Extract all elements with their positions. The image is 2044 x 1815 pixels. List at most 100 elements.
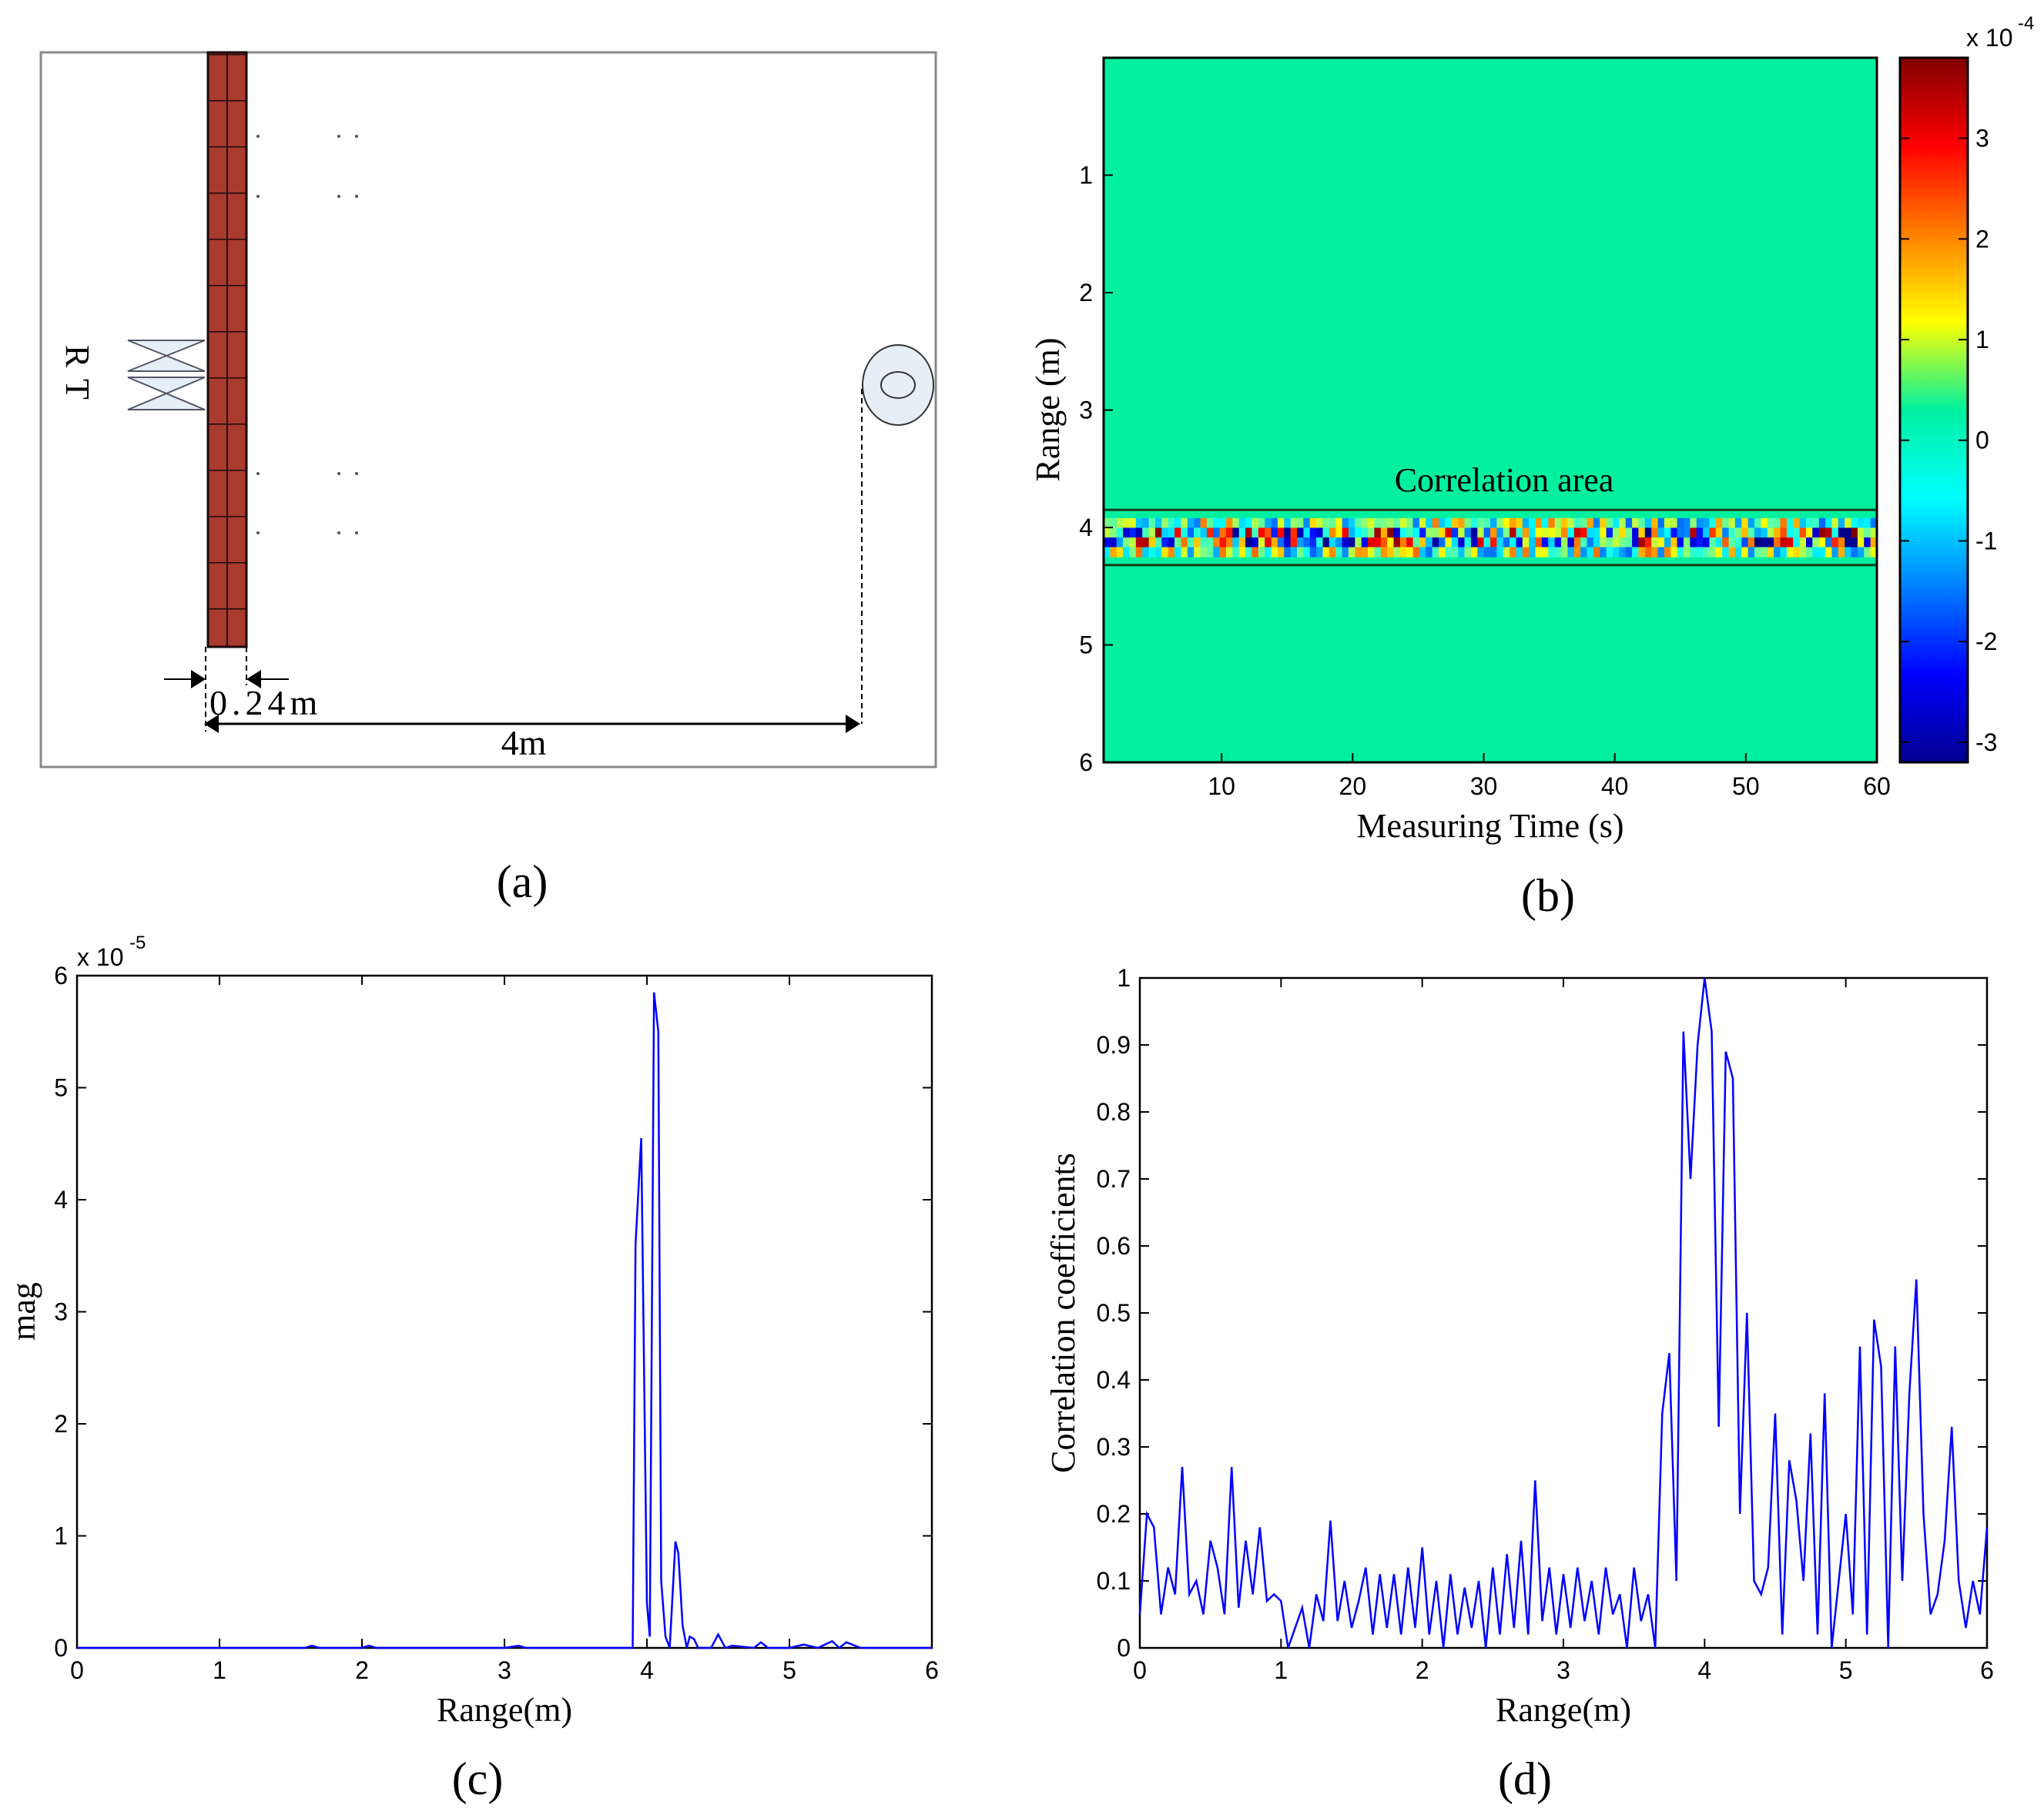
heatmap-cell	[1335, 527, 1343, 538]
heatmap-cell	[1322, 527, 1330, 538]
x-tick-label: 50	[1732, 772, 1760, 800]
heatmap-cell	[1638, 547, 1646, 558]
heatmap-cell	[1503, 517, 1510, 528]
heatmap-cell	[1786, 527, 1794, 538]
heatmap-cell	[1541, 517, 1549, 528]
heatmap-cell	[1284, 527, 1292, 538]
heatmap-cell	[1632, 517, 1640, 528]
heatmap-cell	[1754, 537, 1761, 548]
colorbar-tick-label: -1	[1975, 527, 1997, 554]
heatmap-cell	[1761, 517, 1768, 528]
receive-antenna-icon	[127, 340, 206, 372]
heatmap-cell	[1200, 517, 1208, 528]
x-tick-label: 40	[1601, 772, 1629, 800]
heatmap-cell	[1554, 547, 1562, 558]
heatmap-cell	[1316, 517, 1324, 528]
heatmap-cell	[1767, 517, 1774, 528]
x-tick-label: 2	[355, 1656, 369, 1684]
heatmap-cell	[1110, 547, 1117, 558]
heatmap-cell	[1651, 517, 1659, 528]
heatmap-cell	[1857, 517, 1865, 528]
heatmap-cell	[1271, 517, 1278, 528]
heatmap-cell	[1774, 517, 1781, 528]
heatmap-cell	[1483, 547, 1491, 558]
heatmap-cell	[1316, 527, 1324, 538]
heatmap-y-label: Range (m)	[1029, 338, 1067, 482]
heatmap-cell	[1774, 527, 1781, 538]
heatmap-cell	[1194, 547, 1201, 558]
heatmap-cell	[1587, 537, 1594, 548]
heatmap-cell	[1722, 537, 1730, 548]
y-tick-label: 0.5	[1097, 1299, 1131, 1327]
heatmap-cell	[1316, 547, 1324, 558]
heatmap-cell	[1387, 547, 1395, 558]
heatmap-cell	[1252, 527, 1259, 538]
heatmap-cell	[1213, 547, 1221, 558]
heatmap-cell	[1831, 537, 1839, 548]
heatmap-cell	[1432, 537, 1439, 548]
heatmap-cell	[1561, 547, 1568, 558]
heatmap-cell	[1187, 547, 1195, 558]
heatmap-cell	[1690, 527, 1697, 538]
heatmap-cell	[1168, 537, 1175, 548]
heatmap-cell	[1625, 537, 1633, 548]
heatmap-cell	[1851, 547, 1858, 558]
heatmap-cell	[1703, 537, 1711, 548]
heatmap-cell	[1116, 537, 1124, 548]
heatmap-cell	[1258, 527, 1265, 538]
heatmap-cell	[1258, 537, 1265, 548]
heatmap-cell	[1806, 517, 1813, 528]
heatmap-cell	[1761, 527, 1768, 538]
heatmap-cell	[1548, 517, 1556, 528]
heatmap-cell	[1845, 547, 1852, 558]
heatmap-cell	[1548, 547, 1556, 558]
heatmap-cell	[1342, 547, 1349, 558]
heatmap-cell	[1741, 547, 1749, 558]
heatmap-cell	[1355, 547, 1362, 558]
x-tick-label: 20	[1339, 772, 1367, 800]
heatmap-cell	[1406, 517, 1414, 528]
heatmap-cell	[1451, 537, 1459, 548]
heatmap-cell	[1406, 537, 1414, 548]
heatmap-cell	[1213, 527, 1221, 538]
heatmap-cell	[1573, 517, 1581, 528]
heatmap-cell	[1265, 527, 1272, 538]
heatmap-cell	[1510, 547, 1517, 558]
heatmap-cell	[1703, 517, 1711, 528]
heatmap-cell	[1510, 527, 1517, 538]
distance-label: 4m	[501, 723, 547, 762]
heatmap-cell	[1567, 547, 1575, 558]
x-tick-label: 1	[213, 1656, 226, 1684]
heatmap-cell	[1561, 517, 1568, 528]
label-t: T	[59, 379, 96, 400]
heatmap-cell	[1696, 527, 1704, 538]
heatmap-cell	[1464, 517, 1472, 528]
heatmap-cell	[1361, 547, 1369, 558]
heatmap-cell	[1181, 517, 1188, 528]
heatmap-cell	[1470, 547, 1478, 558]
heatmap-cell	[1219, 527, 1227, 538]
heatmap-cell	[1709, 517, 1717, 528]
heatmap-cell	[1870, 527, 1878, 538]
heatmap-cell	[1161, 517, 1169, 528]
heatmap-cell	[1451, 517, 1459, 528]
heatmap-cell	[1696, 547, 1704, 558]
heatmap-cell	[1419, 547, 1426, 558]
heatmap-cell	[1374, 547, 1382, 558]
y-tick-label: 6	[1079, 748, 1093, 776]
heatmap-cell	[1715, 517, 1723, 528]
heatmap-cell	[1290, 547, 1298, 558]
y-tick-label: 0.3	[1097, 1433, 1131, 1461]
heatmap-cell	[1638, 517, 1646, 528]
heatmap-cell	[1496, 527, 1504, 538]
heatmap-cell	[1529, 517, 1536, 528]
heatmap-cell	[1799, 527, 1807, 538]
heatmap-cell	[1703, 527, 1711, 538]
plot-d-axes: 0 1 2 3 4 5 6 0 0.1 0.2 0.3 0.4 0.5 0.6 0.7 0.8 0.9 1	[1097, 964, 1994, 1684]
heatmap-cell	[1477, 517, 1485, 528]
x-tick-label: 6	[925, 1656, 939, 1684]
heatmap-cell	[1664, 537, 1671, 548]
heatmap-cell	[1458, 547, 1466, 558]
heatmap-cell	[1728, 517, 1736, 528]
y-tick-label: 3	[1079, 397, 1093, 424]
